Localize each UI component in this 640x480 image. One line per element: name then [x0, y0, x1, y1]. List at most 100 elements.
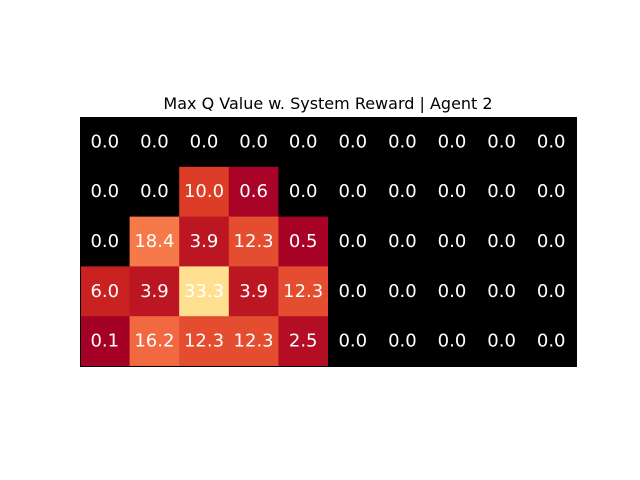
heatmap-cell — [179, 316, 230, 367]
heatmap-cell-label: 0.0 — [438, 231, 467, 252]
heatmap-cell-label: 0.0 — [388, 181, 417, 202]
heatmap-cell — [328, 166, 379, 218]
heatmap-cell-label: 0.0 — [239, 131, 268, 152]
heatmap-cell — [377, 266, 428, 317]
heatmap-cell-label: 0.0 — [537, 331, 566, 352]
heatmap-cell-label: 0.0 — [438, 281, 467, 302]
heatmap-cell-label: 0.0 — [90, 131, 119, 152]
heatmap-cell — [179, 266, 230, 317]
heatmap-cell — [427, 316, 478, 367]
heatmap-cell — [129, 117, 180, 168]
heatmap-cell-label: 0.0 — [190, 131, 219, 152]
heatmap-cell — [526, 166, 577, 218]
heatmap-cell-label: 10.0 — [184, 181, 224, 202]
heatmap-cell-label: 0.0 — [140, 131, 169, 152]
heatmap-cell — [278, 266, 329, 317]
heatmap-cell — [228, 316, 279, 367]
heatmap-cell-label: 0.0 — [487, 231, 516, 252]
heatmap-cell-label: 0.5 — [289, 231, 318, 252]
heatmap-cell — [278, 316, 329, 367]
heatmap-cell-label: 0.0 — [487, 181, 516, 202]
heatmap-cells — [80, 117, 577, 367]
heatmap-cell-label: 2.5 — [289, 331, 318, 352]
heatmap-cell-label: 0.0 — [487, 131, 516, 152]
heatmap-cell — [427, 216, 478, 267]
heatmap-cell — [526, 117, 577, 168]
heatmap-cell-label: 0.0 — [438, 131, 467, 152]
heatmap-cell-label: 0.0 — [90, 231, 119, 252]
heatmap-cell — [80, 166, 131, 218]
heatmap-cell-label: 0.0 — [338, 231, 367, 252]
heatmap-cell — [228, 117, 279, 168]
heatmap-cell-label: 0.0 — [90, 181, 119, 202]
heatmap-cell-label: 0.0 — [537, 181, 566, 202]
heatmap-cell — [377, 216, 428, 267]
heatmap-cell — [129, 216, 180, 267]
heatmap-cell-label: 3.9 — [140, 281, 169, 302]
heatmap-cell-label: 0.0 — [140, 181, 169, 202]
heatmap-cell — [80, 266, 131, 317]
heatmap-cell — [328, 316, 379, 367]
heatmap-cell-label: 0.0 — [487, 331, 516, 352]
heatmap-cell — [278, 117, 329, 168]
heatmap-cell — [476, 316, 527, 367]
heatmap-cell — [476, 216, 527, 267]
heatmap-cell — [80, 117, 131, 168]
heatmap-cell-label: 0.0 — [487, 281, 516, 302]
heatmap-cell-label: 0.0 — [338, 281, 367, 302]
heatmap-cell — [228, 166, 279, 218]
heatmap-cell — [377, 117, 428, 168]
heatmap-cell — [129, 266, 180, 317]
heatmap-cell-label: 0.0 — [338, 331, 367, 352]
heatmap-cell-label: 18.4 — [134, 231, 174, 252]
heatmap-cell-label: 16.2 — [134, 331, 174, 352]
heatmap-cell — [80, 216, 131, 267]
heatmap-cell — [179, 216, 230, 267]
heatmap-cell — [526, 266, 577, 317]
heatmap-cell — [476, 166, 527, 218]
heatmap-cell — [278, 216, 329, 267]
heatmap-cell — [328, 266, 379, 317]
heatmap-cell — [328, 216, 379, 267]
heatmap-cell — [179, 166, 230, 218]
heatmap-cell-label: 0.0 — [438, 181, 467, 202]
heatmap-cell-label: 0.0 — [388, 231, 417, 252]
heatmap-cell-label: 12.3 — [283, 281, 323, 302]
chart-title: Max Q Value w. System Reward | Agent 2 — [163, 94, 493, 113]
heatmap-cell — [179, 117, 230, 168]
heatmap-cell — [228, 266, 279, 317]
heatmap-cell — [476, 117, 527, 168]
heatmap-cell-label: 0.0 — [338, 131, 367, 152]
heatmap-cell-label: 12.3 — [234, 231, 274, 252]
heatmap-cell-label: 0.0 — [537, 131, 566, 152]
heatmap-cell-label: 0.0 — [338, 181, 367, 202]
heatmap-cell-label: 0.0 — [537, 231, 566, 252]
heatmap-cell — [228, 216, 279, 267]
heatmap-cell — [526, 316, 577, 367]
heatmap-cell — [328, 117, 379, 168]
heatmap-cell-label: 0.0 — [438, 331, 467, 352]
heatmap-cell — [278, 166, 329, 218]
heatmap-cell — [377, 166, 428, 218]
heatmap-cell — [80, 316, 131, 367]
heatmap-cell-label: 0.6 — [239, 181, 268, 202]
heatmap-cell-label: 3.9 — [190, 231, 219, 252]
heatmap-cell-label: 12.3 — [234, 331, 274, 352]
heatmap-cell — [129, 316, 180, 367]
heatmap-cell-label: 0.1 — [90, 331, 119, 352]
heatmap-cell-label: 0.0 — [388, 331, 417, 352]
heatmap-cell — [427, 166, 478, 218]
heatmap-cell — [377, 316, 428, 367]
heatmap-cell — [476, 266, 527, 317]
heatmap-cell-labels: 0.0 0.0 0.0 0.0 0.0 0.0 0.0 0.0 0.0 0.0 0.0 0.0 10.0… — [90, 131, 565, 351]
heatmap-cell-label: 0.0 — [289, 181, 318, 202]
heatmap-cell-label: 12.3 — [184, 331, 224, 352]
axes-frame — [80, 117, 577, 367]
heatmap-cell — [526, 216, 577, 267]
heatmap-cell-label: 3.9 — [239, 281, 268, 302]
heatmap-cell-label: 0.0 — [388, 281, 417, 302]
heatmap-cell-label: 0.0 — [289, 131, 318, 152]
heatmap-cell-label: 6.0 — [90, 281, 119, 302]
